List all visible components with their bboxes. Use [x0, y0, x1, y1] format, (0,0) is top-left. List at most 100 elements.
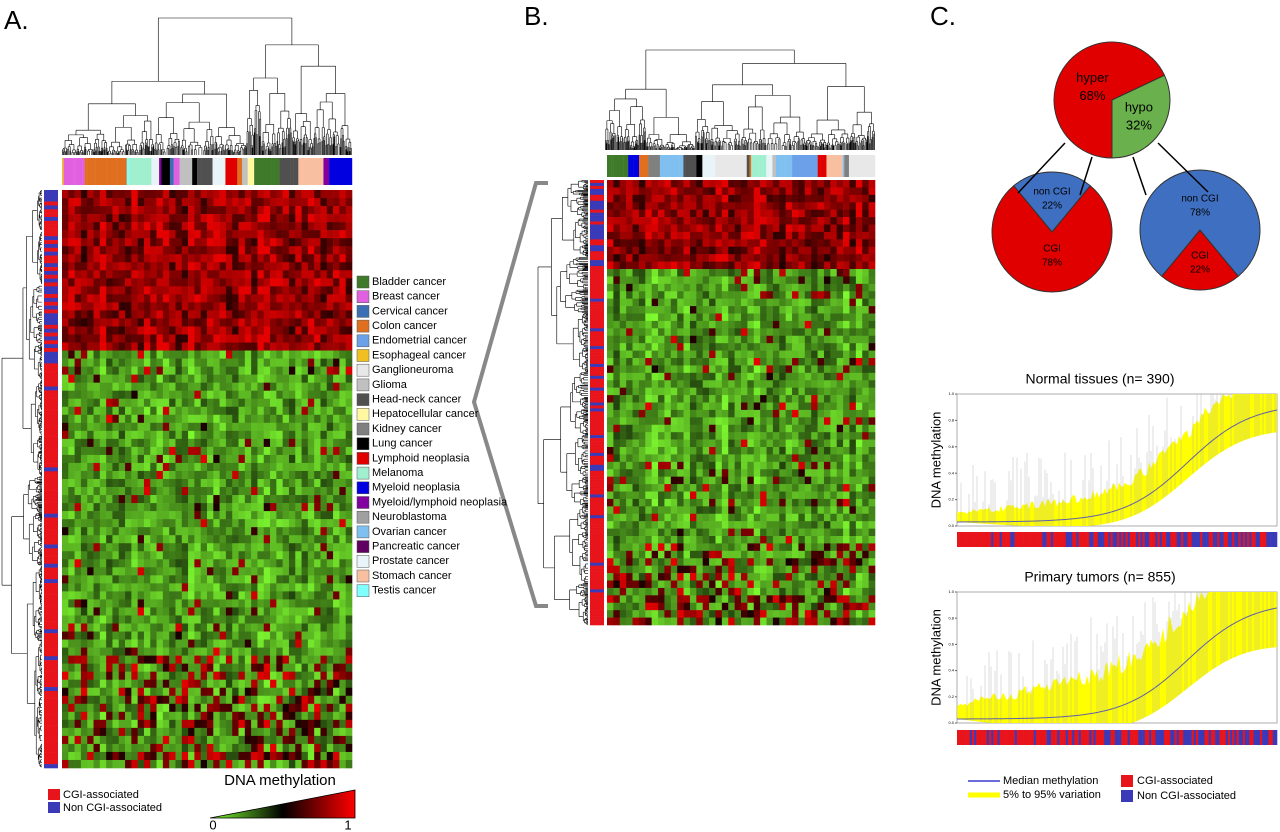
heatmap-cell — [741, 320, 748, 329]
heatmap-cell — [638, 276, 646, 285]
heatmap-cell — [282, 623, 290, 632]
heatmap-cell — [207, 551, 214, 560]
heatmap-cell — [728, 217, 735, 225]
heatmap-cell — [798, 358, 806, 366]
heatmap-cell — [93, 262, 101, 271]
heatmap-cell — [626, 180, 633, 188]
heatmap-cell — [74, 719, 82, 729]
heatmap-cell — [721, 239, 729, 248]
heatmap-cell — [263, 294, 271, 303]
heatmap-cell — [715, 269, 723, 277]
heatmap-cell — [162, 631, 170, 640]
heatmap-cell — [307, 759, 315, 769]
heatmap-cell — [607, 439, 614, 448]
heatmap-cell — [156, 310, 164, 319]
heatmap-cell — [741, 313, 748, 322]
heatmap-cell — [74, 470, 82, 480]
heatmap-cell — [125, 358, 132, 367]
heatmap-cell — [314, 326, 321, 335]
heatmap-cell — [200, 711, 208, 721]
heatmap-cell — [849, 454, 857, 463]
heatmap-cell — [251, 430, 258, 440]
heatmap-cell — [785, 246, 793, 255]
heatmap-cell — [830, 283, 838, 292]
heatmap-cell — [219, 294, 227, 303]
heatmap-cell — [613, 454, 621, 463]
heatmap-cell — [175, 382, 183, 391]
heatmap-cell — [244, 607, 252, 616]
heatmap-cell — [118, 479, 126, 488]
heatmap-cell — [314, 743, 321, 753]
heatmap-cell — [836, 224, 844, 233]
heatmap-cell — [345, 727, 353, 737]
heatmap-cell — [263, 615, 271, 624]
heatmap-cell — [131, 318, 138, 327]
heatmap-cell — [213, 583, 220, 592]
heatmap-cell — [175, 318, 183, 327]
heatmap-cell — [276, 743, 283, 753]
heatmap-cell — [169, 374, 176, 383]
heatmap-cell — [320, 382, 328, 391]
heatmap-cell — [225, 743, 233, 753]
heatmap-cell — [792, 187, 799, 196]
heatmap-cell — [836, 402, 844, 411]
heatmap-cell — [74, 519, 82, 528]
heatmap-cell — [288, 430, 296, 440]
heatmap-cell — [626, 387, 633, 396]
heatmap-cell — [689, 320, 697, 329]
heatmap-cell — [333, 414, 340, 424]
heatmap-cell — [188, 294, 195, 303]
heatmap-cell — [677, 209, 684, 218]
heatmap-cell — [150, 663, 157, 672]
heatmap-cell — [836, 380, 844, 388]
heatmap-cell — [200, 454, 208, 464]
heatmap-cell — [200, 695, 208, 705]
heatmap-cell — [326, 615, 334, 624]
heatmap-cell — [106, 671, 113, 680]
heatmap-cell — [626, 254, 633, 262]
heatmap-cell — [670, 439, 678, 448]
heatmap-cell — [817, 217, 825, 225]
heatmap-cell — [836, 313, 844, 322]
heatmap-cell — [301, 719, 309, 729]
heatmap-cell — [162, 599, 170, 608]
heatmap-cell — [836, 343, 844, 351]
heatmap-cell — [232, 543, 239, 552]
heatmap-cell — [619, 387, 627, 396]
heatmap-cell — [301, 615, 309, 624]
heatmap-cell — [93, 527, 101, 536]
heatmap-cell — [734, 380, 742, 388]
heatmap-cell — [263, 711, 271, 721]
heatmap-cell — [734, 298, 742, 307]
heatmap-cell — [207, 487, 214, 496]
heatmap-cell — [150, 511, 157, 520]
heatmap-cell — [868, 365, 876, 374]
heatmap-cell — [143, 711, 151, 721]
heatmap-cell — [125, 567, 132, 576]
heatmap-cell — [849, 328, 857, 337]
heatmap-cell — [87, 743, 94, 753]
heatmap-cell — [62, 270, 69, 279]
heatmap-cell — [238, 422, 246, 432]
heatmap-cell — [137, 374, 145, 383]
heatmap-cell — [219, 495, 227, 504]
heatmap-cell — [696, 424, 704, 433]
heatmap-cell — [150, 751, 157, 761]
heatmap-cell — [320, 511, 328, 520]
heatmap-cell — [68, 599, 75, 608]
heatmap-cell — [326, 663, 334, 672]
heatmap-cell — [143, 607, 151, 616]
heatmap-cell — [645, 306, 652, 314]
heatmap-cell — [213, 350, 220, 359]
heatmap-cell — [80, 559, 88, 568]
heatmap-cell — [219, 446, 227, 456]
heatmap-cell — [263, 374, 271, 383]
heatmap-cell — [619, 439, 627, 448]
heatmap-cell — [314, 623, 321, 632]
heatmap-cell — [181, 663, 189, 672]
heatmap-cell — [658, 372, 665, 381]
heatmap-cell — [658, 454, 665, 463]
heatmap-cell — [792, 372, 799, 381]
heatmap-cell — [125, 462, 132, 472]
heatmap-cell — [225, 222, 233, 231]
